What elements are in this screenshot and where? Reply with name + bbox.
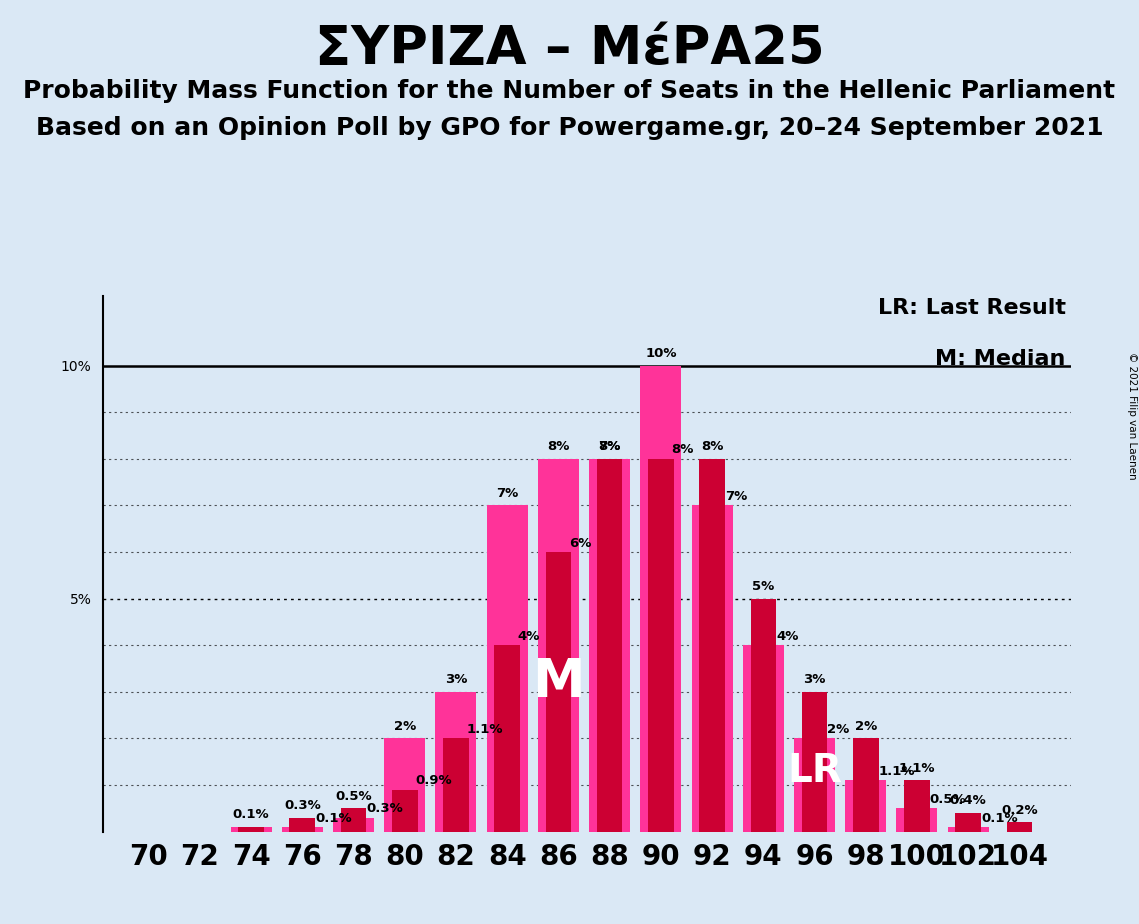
- Text: 8%: 8%: [598, 440, 621, 453]
- Bar: [486, 505, 527, 832]
- Text: 7%: 7%: [497, 487, 518, 500]
- Bar: [546, 552, 572, 832]
- Text: 0.3%: 0.3%: [367, 802, 403, 815]
- Text: 2%: 2%: [394, 720, 416, 733]
- Text: 0.9%: 0.9%: [415, 774, 451, 787]
- Text: 8%: 8%: [671, 444, 694, 456]
- Text: 5%: 5%: [752, 580, 775, 593]
- Bar: [853, 738, 878, 832]
- Bar: [802, 692, 827, 832]
- Text: M: M: [532, 656, 584, 709]
- Text: 2%: 2%: [854, 720, 877, 733]
- Bar: [640, 366, 681, 832]
- Text: 6%: 6%: [568, 537, 591, 550]
- Text: M: Median: M: Median: [935, 349, 1066, 370]
- Bar: [904, 781, 929, 832]
- Text: 8%: 8%: [547, 440, 570, 453]
- Bar: [845, 781, 886, 832]
- Text: 0.5%: 0.5%: [929, 793, 966, 806]
- Bar: [494, 645, 521, 832]
- Text: LR: LR: [787, 752, 842, 790]
- Text: 0.4%: 0.4%: [950, 795, 986, 808]
- Text: 3%: 3%: [803, 674, 826, 687]
- Text: 4%: 4%: [517, 630, 540, 643]
- Bar: [538, 459, 579, 832]
- Bar: [699, 459, 724, 832]
- Text: 0.1%: 0.1%: [232, 808, 270, 821]
- Bar: [589, 459, 630, 832]
- Bar: [392, 790, 418, 832]
- Text: Probability Mass Function for the Number of Seats in the Hellenic Parliament: Probability Mass Function for the Number…: [24, 79, 1115, 103]
- Text: 1.1%: 1.1%: [878, 765, 915, 778]
- Text: 1.1%: 1.1%: [466, 723, 502, 736]
- Text: LR: Last Result: LR: Last Result: [878, 298, 1066, 319]
- Text: 2%: 2%: [827, 723, 850, 736]
- Text: 3%: 3%: [444, 674, 467, 687]
- Bar: [443, 738, 469, 832]
- Bar: [743, 645, 784, 832]
- Text: 0.3%: 0.3%: [284, 799, 321, 812]
- Bar: [597, 459, 622, 832]
- Bar: [956, 813, 981, 832]
- Bar: [384, 738, 425, 832]
- Text: 0.2%: 0.2%: [1001, 804, 1038, 817]
- Bar: [691, 505, 732, 832]
- Bar: [230, 827, 271, 832]
- Bar: [289, 818, 316, 832]
- Bar: [648, 459, 673, 832]
- Text: 0.1%: 0.1%: [316, 811, 352, 824]
- Text: 0.1%: 0.1%: [981, 811, 1017, 824]
- Text: 7%: 7%: [598, 440, 621, 453]
- Bar: [751, 599, 776, 832]
- Bar: [948, 827, 989, 832]
- Bar: [1007, 822, 1032, 832]
- Bar: [341, 808, 367, 832]
- Bar: [238, 827, 264, 832]
- Text: 7%: 7%: [724, 490, 747, 503]
- Text: ΣΥΡΙΖΑ – ΜέΡΑ25: ΣΥΡΙΖΑ – ΜέΡΑ25: [314, 23, 825, 75]
- Text: 10%: 10%: [645, 347, 677, 360]
- Bar: [333, 818, 374, 832]
- Bar: [896, 808, 937, 832]
- Bar: [794, 738, 835, 832]
- Text: 4%: 4%: [776, 630, 798, 643]
- Text: Based on an Opinion Poll by GPO for Powergame.gr, 20–24 September 2021: Based on an Opinion Poll by GPO for Powe…: [35, 116, 1104, 140]
- Text: © 2021 Filip van Laenen: © 2021 Filip van Laenen: [1126, 352, 1137, 480]
- Bar: [435, 692, 476, 832]
- Text: 8%: 8%: [700, 440, 723, 453]
- Text: 0.5%: 0.5%: [335, 790, 371, 803]
- Text: 1.1%: 1.1%: [899, 761, 935, 774]
- Bar: [281, 827, 322, 832]
